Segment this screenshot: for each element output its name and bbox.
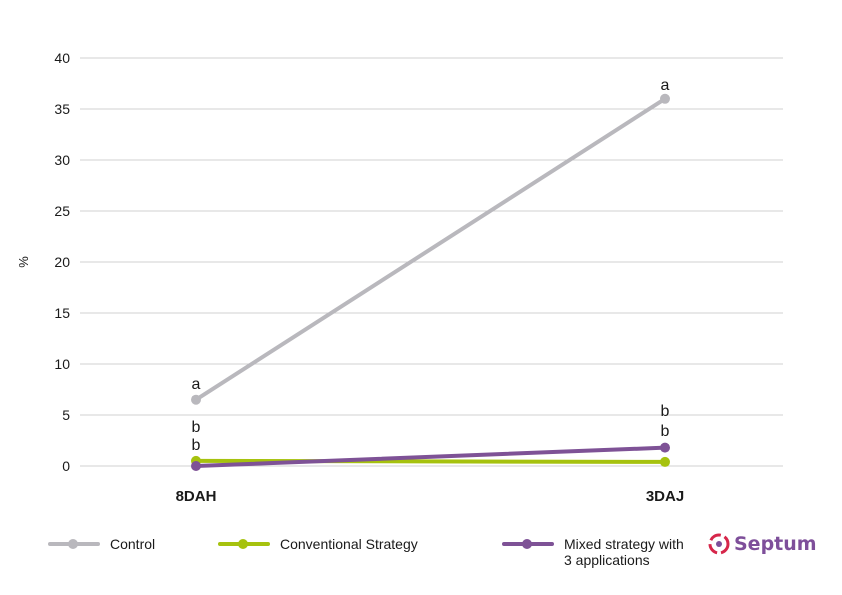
legend-item-mixed: Mixed strategy with 3 applications — [502, 536, 684, 568]
septum-logo: Septum — [708, 533, 817, 555]
y-tick-label: 40 — [54, 50, 70, 66]
legend: Control Conventional Strategy Mixed stra… — [0, 536, 842, 576]
gridlines — [80, 57, 783, 467]
data-point — [660, 456, 670, 467]
x-axis-categories: 8DAH 3DAJ — [176, 488, 685, 505]
significance-label: b — [661, 423, 670, 440]
x-category-label: 3DAJ — [646, 488, 684, 505]
y-tick-label: 10 — [54, 356, 70, 372]
y-axis-label: % — [16, 256, 31, 268]
significance-label: a — [192, 376, 201, 393]
legend-label-conventional: Conventional Strategy — [280, 536, 418, 552]
significance-label: b — [661, 403, 670, 420]
significance-label: b — [192, 437, 201, 454]
x-category-label: 8DAH — [176, 488, 217, 505]
data-point — [191, 461, 201, 471]
significance-label: a — [661, 77, 670, 94]
series-lines — [191, 93, 670, 471]
y-tick-label: 25 — [54, 203, 70, 219]
data-point — [660, 93, 670, 104]
series-line-2 — [194, 445, 667, 468]
y-tick-label: 0 — [62, 458, 70, 474]
legend-item-conventional: Conventional Strategy — [218, 536, 418, 552]
y-axis-ticks: 0 5 10 15 20 25 30 35 40 — [54, 50, 70, 474]
y-tick-label: 20 — [54, 254, 70, 270]
logo-text: Septum — [734, 533, 817, 555]
legend-swatch-mixed — [502, 536, 554, 552]
legend-item-control: Control — [48, 536, 155, 552]
y-tick-label: 15 — [54, 305, 70, 321]
legend-label-control: Control — [110, 536, 156, 552]
y-tick-label: 35 — [54, 101, 70, 117]
legend-label-mixed: Mixed strategy with 3 applications — [564, 536, 684, 568]
data-point — [191, 394, 201, 405]
legend-swatch-control — [48, 536, 100, 552]
y-tick-label: 5 — [62, 407, 70, 423]
significance-label: b — [192, 419, 201, 436]
septum-logo-icon — [708, 533, 730, 555]
legend-swatch-conventional — [218, 536, 270, 552]
series-line-0 — [194, 96, 667, 402]
y-tick-label: 30 — [54, 152, 70, 168]
data-point — [660, 442, 670, 453]
